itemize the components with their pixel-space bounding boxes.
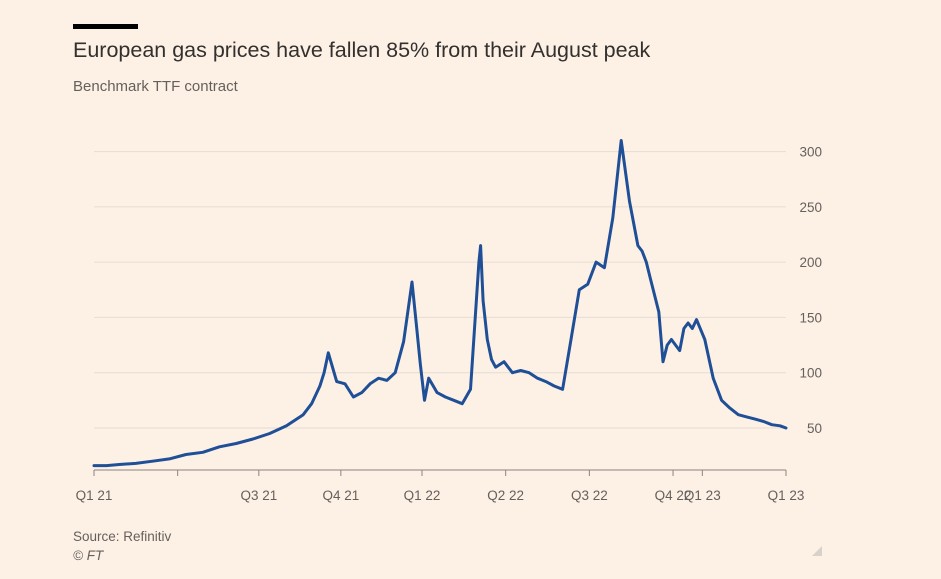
x-tick-label: Q3 21 <box>240 488 277 503</box>
copyright-note: © FT <box>73 548 104 563</box>
header-rule <box>73 24 138 29</box>
x-tick-label: Q4 21 <box>322 488 359 503</box>
x-tick-label: Q4 22 <box>655 488 692 503</box>
x-tick-label: Q1 23 <box>684 488 721 503</box>
y-axis-ticks: 50 100 150 200 250 300 <box>799 145 822 436</box>
x-tick-label: Q1 22 <box>404 488 441 503</box>
y-tick-label: 300 <box>799 145 822 160</box>
y-tick-label: 150 <box>799 310 822 325</box>
x-tick-label: Q1 21 <box>76 488 113 503</box>
y-tick-label: 50 <box>807 421 822 436</box>
y-tick-label: 100 <box>799 366 822 381</box>
x-tick-label: Q3 22 <box>571 488 608 503</box>
x-tick-label: Q1 23 <box>768 488 805 503</box>
gridlines <box>94 151 786 429</box>
y-tick-label: 250 <box>799 200 822 215</box>
resize-corner-icon <box>812 546 822 556</box>
y-tick-label: 200 <box>799 255 822 270</box>
source-note: Source: Refinitiv <box>73 529 172 544</box>
chart-subtitle: Benchmark TTF contract <box>73 78 238 95</box>
chart-title: European gas prices have fallen 85% from… <box>73 38 651 62</box>
series-line-ttf <box>92 139 788 468</box>
x-tick-label: Q2 22 <box>487 488 524 503</box>
